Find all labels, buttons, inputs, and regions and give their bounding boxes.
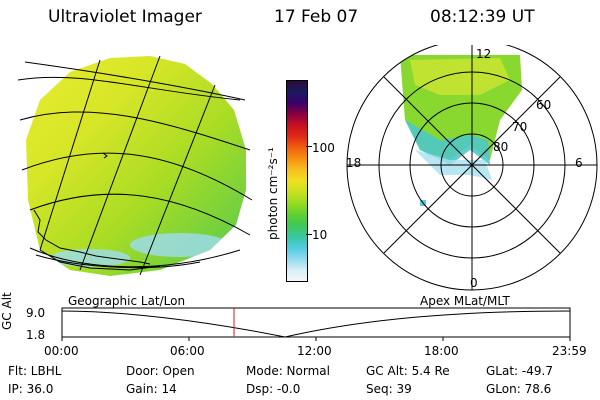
lat-label-60: 60 — [536, 98, 552, 112]
timeline-left-label: Geographic Lat/Lon — [68, 294, 186, 308]
y-tick-1-8: 1.8 — [26, 328, 46, 342]
colorbar-tick-100: 100 — [312, 141, 335, 155]
geo-emission — [26, 56, 246, 276]
seq-info: Seq: 39 — [366, 382, 412, 396]
mlt-label-12: 12 — [476, 47, 492, 61]
x-tick-0000: 00:00 — [44, 344, 79, 358]
glat-info: GLat: -49.7 — [486, 364, 553, 378]
colorbar-tick-10: 10 — [312, 228, 328, 242]
geo-grid — [17, 55, 253, 276]
door-info: Door: Open — [126, 364, 195, 378]
timeline-plot — [61, 307, 571, 341]
dsp-info: Dsp: -0.0 — [246, 382, 301, 396]
ip-info: IP: 36.0 — [8, 382, 54, 396]
gain-info: Gain: 14 — [126, 382, 177, 396]
colorbar — [286, 80, 308, 282]
timeline-right-label: Apex MLat/MLT — [420, 294, 510, 308]
geo-coastline — [33, 152, 161, 271]
date-label: 17 Feb 07 — [274, 7, 359, 27]
lat-label-80: 80 — [493, 140, 509, 154]
instrument-title: Ultraviolet Imager — [48, 7, 202, 27]
filter-info: Flt: LBHL — [8, 364, 62, 378]
colorbar-unit-label: photon cm⁻²s⁻¹ — [266, 147, 280, 240]
glon-info: GLon: 78.6 — [486, 382, 552, 396]
mlt-label-0: 0 — [470, 276, 478, 290]
lat-label-70: 70 — [512, 120, 528, 134]
x-tick-1800: 18:00 — [424, 344, 459, 358]
geographic-image — [17, 55, 253, 276]
x-tick-1200: 12:00 — [297, 344, 332, 358]
gc-alt-info: GC Alt: 5.4 Re — [366, 364, 450, 378]
mlt-label-6: 6 — [575, 156, 583, 170]
polar-plot — [346, 45, 598, 291]
x-tick-0600: 06:00 — [170, 344, 205, 358]
time-label: 08:12:39 UT — [430, 7, 535, 27]
x-tick-2359: 23:59 — [552, 344, 587, 358]
polar-grid — [346, 45, 598, 291]
mode-info: Mode: Normal — [246, 364, 330, 378]
mlt-label-18: 18 — [346, 156, 362, 170]
y-tick-9: 9.0 — [26, 306, 46, 320]
